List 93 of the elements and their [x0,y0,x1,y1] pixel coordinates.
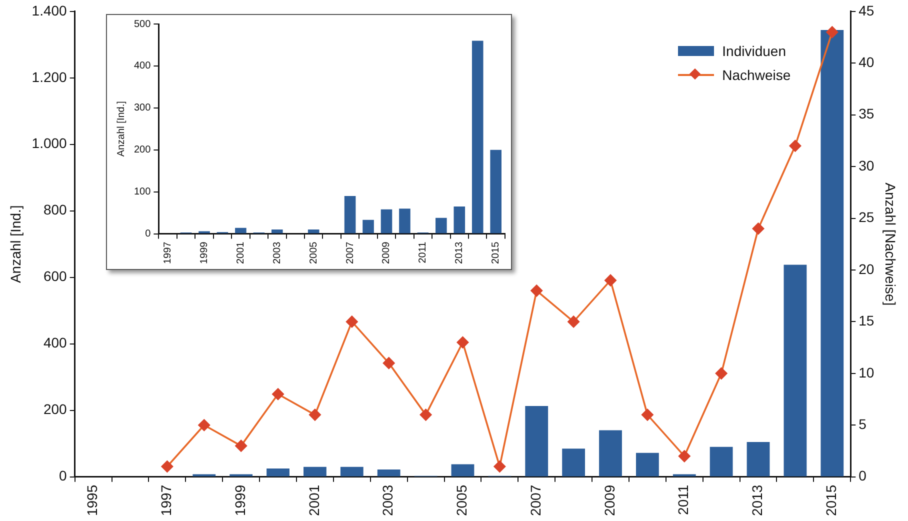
point [604,274,616,286]
y2-tick-label: 35 [858,106,874,122]
point [346,316,358,328]
y2-tick-label: 30 [858,157,874,174]
x-tick-label: 2011 [418,241,429,264]
y-tick-label: 1.200 [32,68,68,85]
y-axis-title: Anzahl [Ind.] [7,205,24,284]
point [235,440,247,452]
x-tick-label: 2007 [527,484,544,516]
bar [344,196,356,234]
point [161,460,174,472]
y-tick-label: 300 [134,102,152,114]
x-tick-label: 2001 [235,241,246,264]
x-tick-label: 2003 [380,484,396,516]
bar [472,40,484,234]
bar [746,442,770,476]
y-axis-title: Anzahl [Ind.] [116,100,127,157]
point [530,284,543,297]
point [752,222,764,235]
y-tick-label: 1.400 [32,2,68,18]
y-tick-label: 200 [43,401,68,418]
point [715,368,728,380]
bar [710,446,733,476]
point [826,26,838,38]
bar [380,209,392,234]
bar [308,230,320,234]
y2-tick-label: 20 [858,260,874,277]
y2-tick-label: 5 [858,416,867,432]
y-tick-label: 1.000 [32,135,68,152]
y-tick-label: 0 [145,228,152,240]
point [568,316,580,328]
y-tick-label: 0 [59,468,68,484]
point [198,419,210,432]
y-tick-label: 200 [134,144,152,156]
legend-label: Nachweise [722,67,791,84]
bar [490,150,502,234]
y-tick-label: 600 [43,268,68,284]
bar [451,464,474,476]
legend-label: Individuen [722,43,786,60]
point [789,140,802,152]
bar [599,430,622,476]
y-tick-label: 100 [134,186,152,198]
x-tick-label: 1997 [162,241,174,264]
bar [266,468,290,476]
y2-tick-label: 45 [858,2,874,18]
x-tick-label: 1995 [84,484,100,516]
x-tick-label: 1997 [158,484,174,516]
x-tick-label: 1999 [198,241,210,264]
y-tick-label: 400 [43,334,68,351]
x-tick-label: 2013 [749,484,766,516]
x-tick-label: 2011 [675,484,692,515]
bar [235,228,246,234]
x-tick-label: 1999 [232,484,248,516]
y-tick-label: 800 [43,202,68,218]
x-tick-label: 2005 [454,484,470,516]
x-tick-label: 2009 [601,484,618,516]
bar [525,406,548,476]
bar [340,466,364,476]
x-tick-label: 2009 [381,241,392,264]
bar [399,208,410,234]
point [382,357,395,369]
bar [436,218,447,234]
bar [562,448,586,476]
point [456,336,469,348]
point [678,450,690,462]
bar [362,220,374,234]
x-tick-label: 2015 [823,484,840,516]
bar [271,230,283,234]
bar [784,264,807,476]
point [494,460,506,472]
y-tick-label: 400 [134,60,152,72]
x-tick-label: 2007 [344,241,356,264]
x-tick-label: 2001 [306,484,322,516]
y-tick-label: 500 [134,18,152,30]
bar [820,30,844,476]
x-tick-label: 2015 [490,241,502,264]
bar [636,452,659,476]
bar [304,466,326,476]
y2-tick-label: 40 [858,54,874,70]
x-tick-label: 2005 [308,241,320,264]
point [272,388,284,400]
point [309,408,321,421]
y2-tick-label: 25 [858,209,874,226]
bar [377,470,400,476]
y2-tick-label: 10 [858,364,874,380]
x-tick-label: 2003 [272,241,283,264]
bar [454,206,466,234]
point [642,408,654,421]
y2-axis-title: Anzahl [Nachweise] [882,182,899,306]
x-tick-label: 2013 [454,241,466,264]
y2-tick-label: 0 [858,468,867,484]
point [420,408,432,421]
y2-tick-label: 15 [858,312,874,329]
